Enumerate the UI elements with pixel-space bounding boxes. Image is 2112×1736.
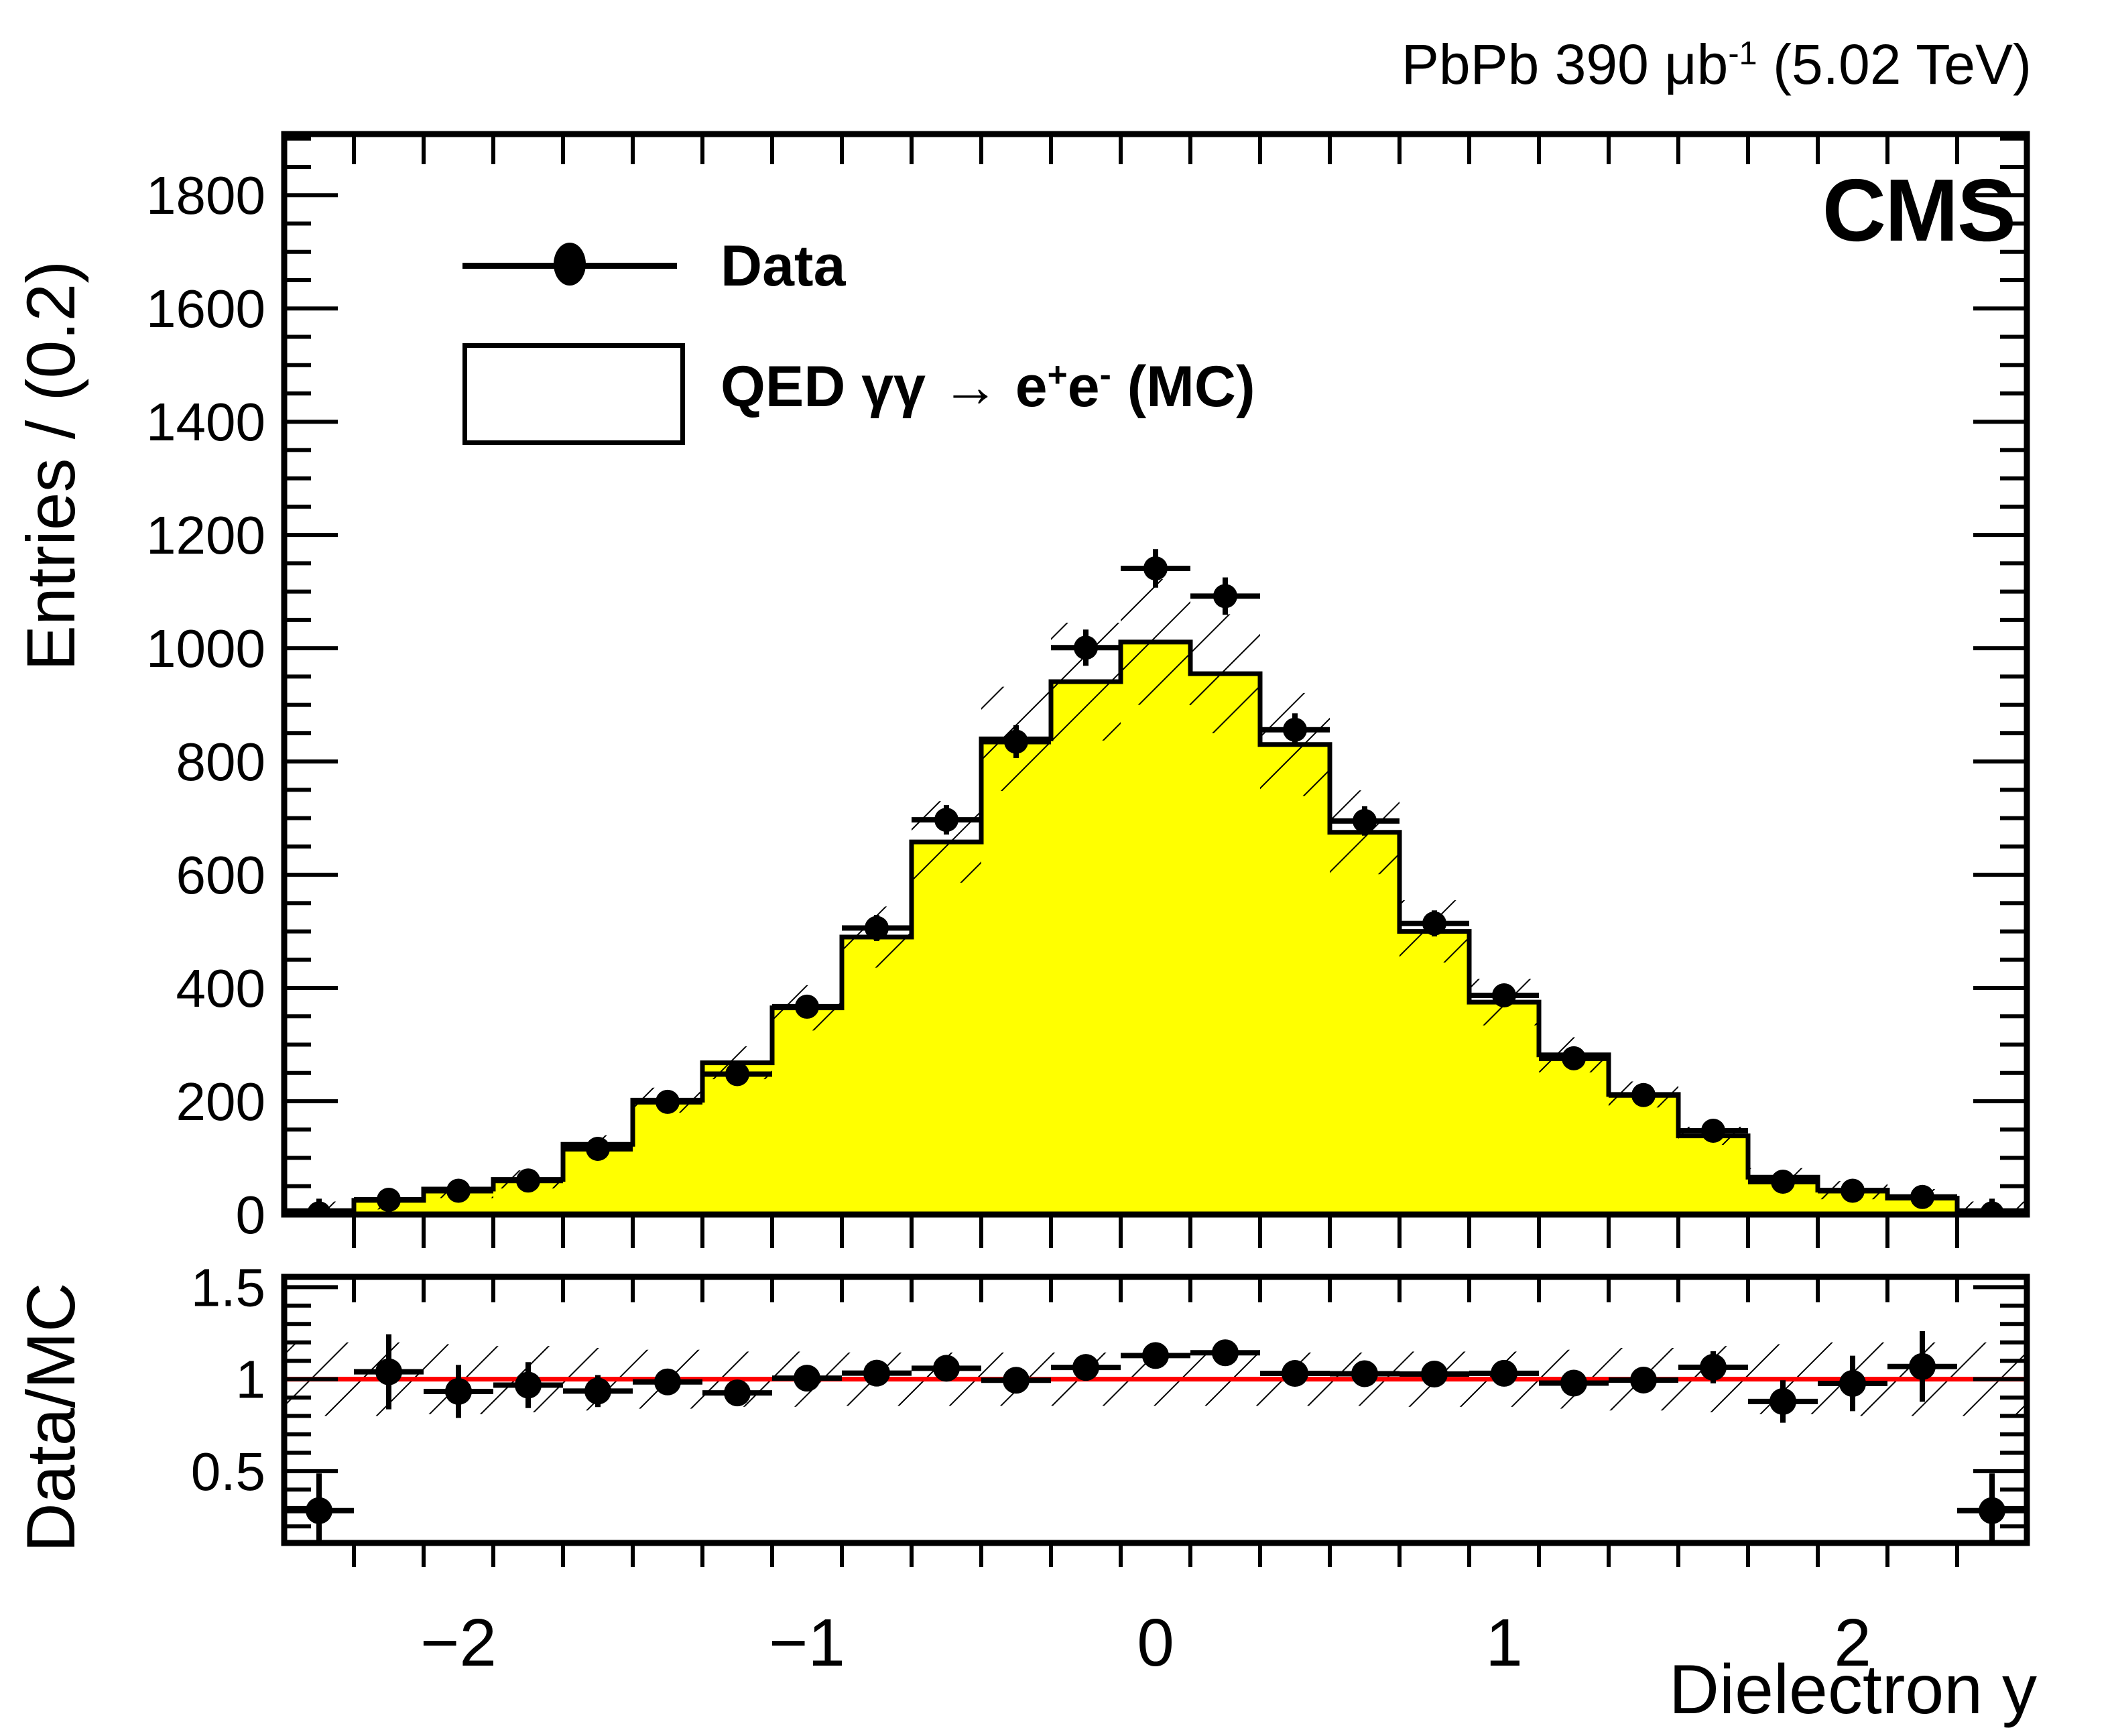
data-point [1213,584,1237,609]
mc-histogram-fill [284,641,2027,1215]
ratio-point [654,1368,681,1396]
data-point [1353,808,1377,833]
data-point [656,1089,680,1114]
data-point [725,1062,749,1087]
ratio-axis-tick-label: 1.5 [191,1257,265,1317]
luminosity-header: PbPb 390 μb-1 (5.02 TeV) [1402,32,2032,97]
data-point [516,1168,540,1193]
ratio-frame [281,1274,2030,1546]
ratio-point [724,1379,751,1407]
legend-mc-suffix: (MC) [1111,355,1255,419]
legend-mc-e1: e [1015,355,1048,419]
x-axis-tick-label: 1 [1485,1605,1523,1680]
ratio-point [1909,1353,1936,1380]
ratio-point [1979,1497,2005,1524]
y-axis-title-ratio: Data/MC [13,1282,89,1553]
data-point [446,1178,471,1203]
ratio-point [1212,1339,1239,1367]
ratio-point [1072,1354,1099,1381]
x-axis-tick-label: −1 [769,1605,845,1680]
ratio-point [1769,1387,1796,1415]
ratio-panel [284,1331,2027,1543]
data-point [865,916,889,940]
data-point [1980,1201,2004,1215]
legend-mc-gammas: γγ [861,355,926,419]
ratio-axis-tick-label: 1 [236,1350,266,1410]
legend-data-label: Data [721,234,846,298]
data-point [1004,729,1028,754]
data-point [1492,983,1516,1008]
lumi-superscript: -1 [1728,36,1757,72]
legend-mc-swatch [462,343,685,445]
y-axis-tick-label: 600 [176,845,265,905]
ratio-point [1003,1367,1030,1394]
data-point [1143,556,1168,581]
data-point [795,994,819,1019]
legend-mc-qed: QED [721,355,862,419]
ratio-point [1700,1353,1727,1381]
data-point [586,1136,610,1161]
y-axis-tick-label: 1400 [146,392,265,452]
ratio-point [445,1377,472,1405]
data-point [1562,1046,1586,1070]
data-point [1701,1118,1725,1143]
lumi-suffix: (5.02 TeV) [1757,33,2032,96]
ratio-point [584,1377,611,1405]
legend-data-marker-dot-icon [554,243,586,286]
x-axis-tick-label: 2 [1834,1605,1871,1680]
ratio-point [1421,1360,1448,1387]
y-axis-tick-label: 1600 [146,279,265,338]
ratio-point [863,1359,890,1387]
x-axis-tick-label: −2 [420,1605,497,1680]
ratio-axis-tick-label: 0.5 [191,1442,265,1501]
ratio-point [1351,1360,1378,1387]
y-axis-tick-label: 400 [176,958,265,1018]
data-point [1910,1184,1934,1209]
ratio-point [1630,1366,1657,1393]
ratio-point [515,1371,542,1399]
y-axis-title-main: Entries / (0.2) [13,260,89,672]
y-axis-tick-label: 0 [236,1185,266,1245]
data-point [1422,911,1446,936]
lumi-unit: μb [1664,33,1729,96]
data-point [1841,1178,1865,1203]
data-point [1074,635,1098,660]
mc-histogram-outline [284,639,2027,1215]
ratio-point [1491,1359,1517,1387]
y-axis-tick-label: 200 [176,1072,265,1131]
legend-mc-label: QED γγ → e+e- (MC) [721,354,1255,420]
legend-mc-arrow-icon: → [925,355,1015,419]
ratio-point [306,1497,332,1524]
data-point [1771,1169,1795,1194]
data-point [934,808,958,832]
y-axis-tick-label: 1800 [146,166,265,225]
main-panel [284,549,2027,1215]
y-axis-tick-label: 1000 [146,619,265,678]
ratio-point [1839,1370,1866,1398]
ratio-point [1282,1360,1308,1387]
ratio-point [794,1365,820,1392]
x-axis-tick-label: 0 [1137,1605,1174,1680]
y-axis-tick-label: 800 [176,732,265,792]
main-frame [281,131,2030,1218]
data-point [1283,717,1307,742]
data-point [307,1201,331,1215]
x-axis-title: Dielectron y [1668,1651,2037,1729]
ratio-point [1560,1369,1587,1397]
legend-mc-sup-plus: + [1047,355,1068,394]
data-point [1631,1082,1656,1107]
ratio-point [1142,1342,1169,1369]
y-axis-tick-label: 1200 [146,505,265,565]
ratio-point [375,1358,402,1385]
data-point [377,1188,401,1213]
ratio-point [933,1355,960,1382]
legend-mc-sup-minus: - [1099,355,1111,394]
cms-experiment-label: CMS [1822,161,2016,259]
lumi-prefix: PbPb 390 [1401,33,1665,96]
legend-mc-e2: e [1067,355,1100,419]
